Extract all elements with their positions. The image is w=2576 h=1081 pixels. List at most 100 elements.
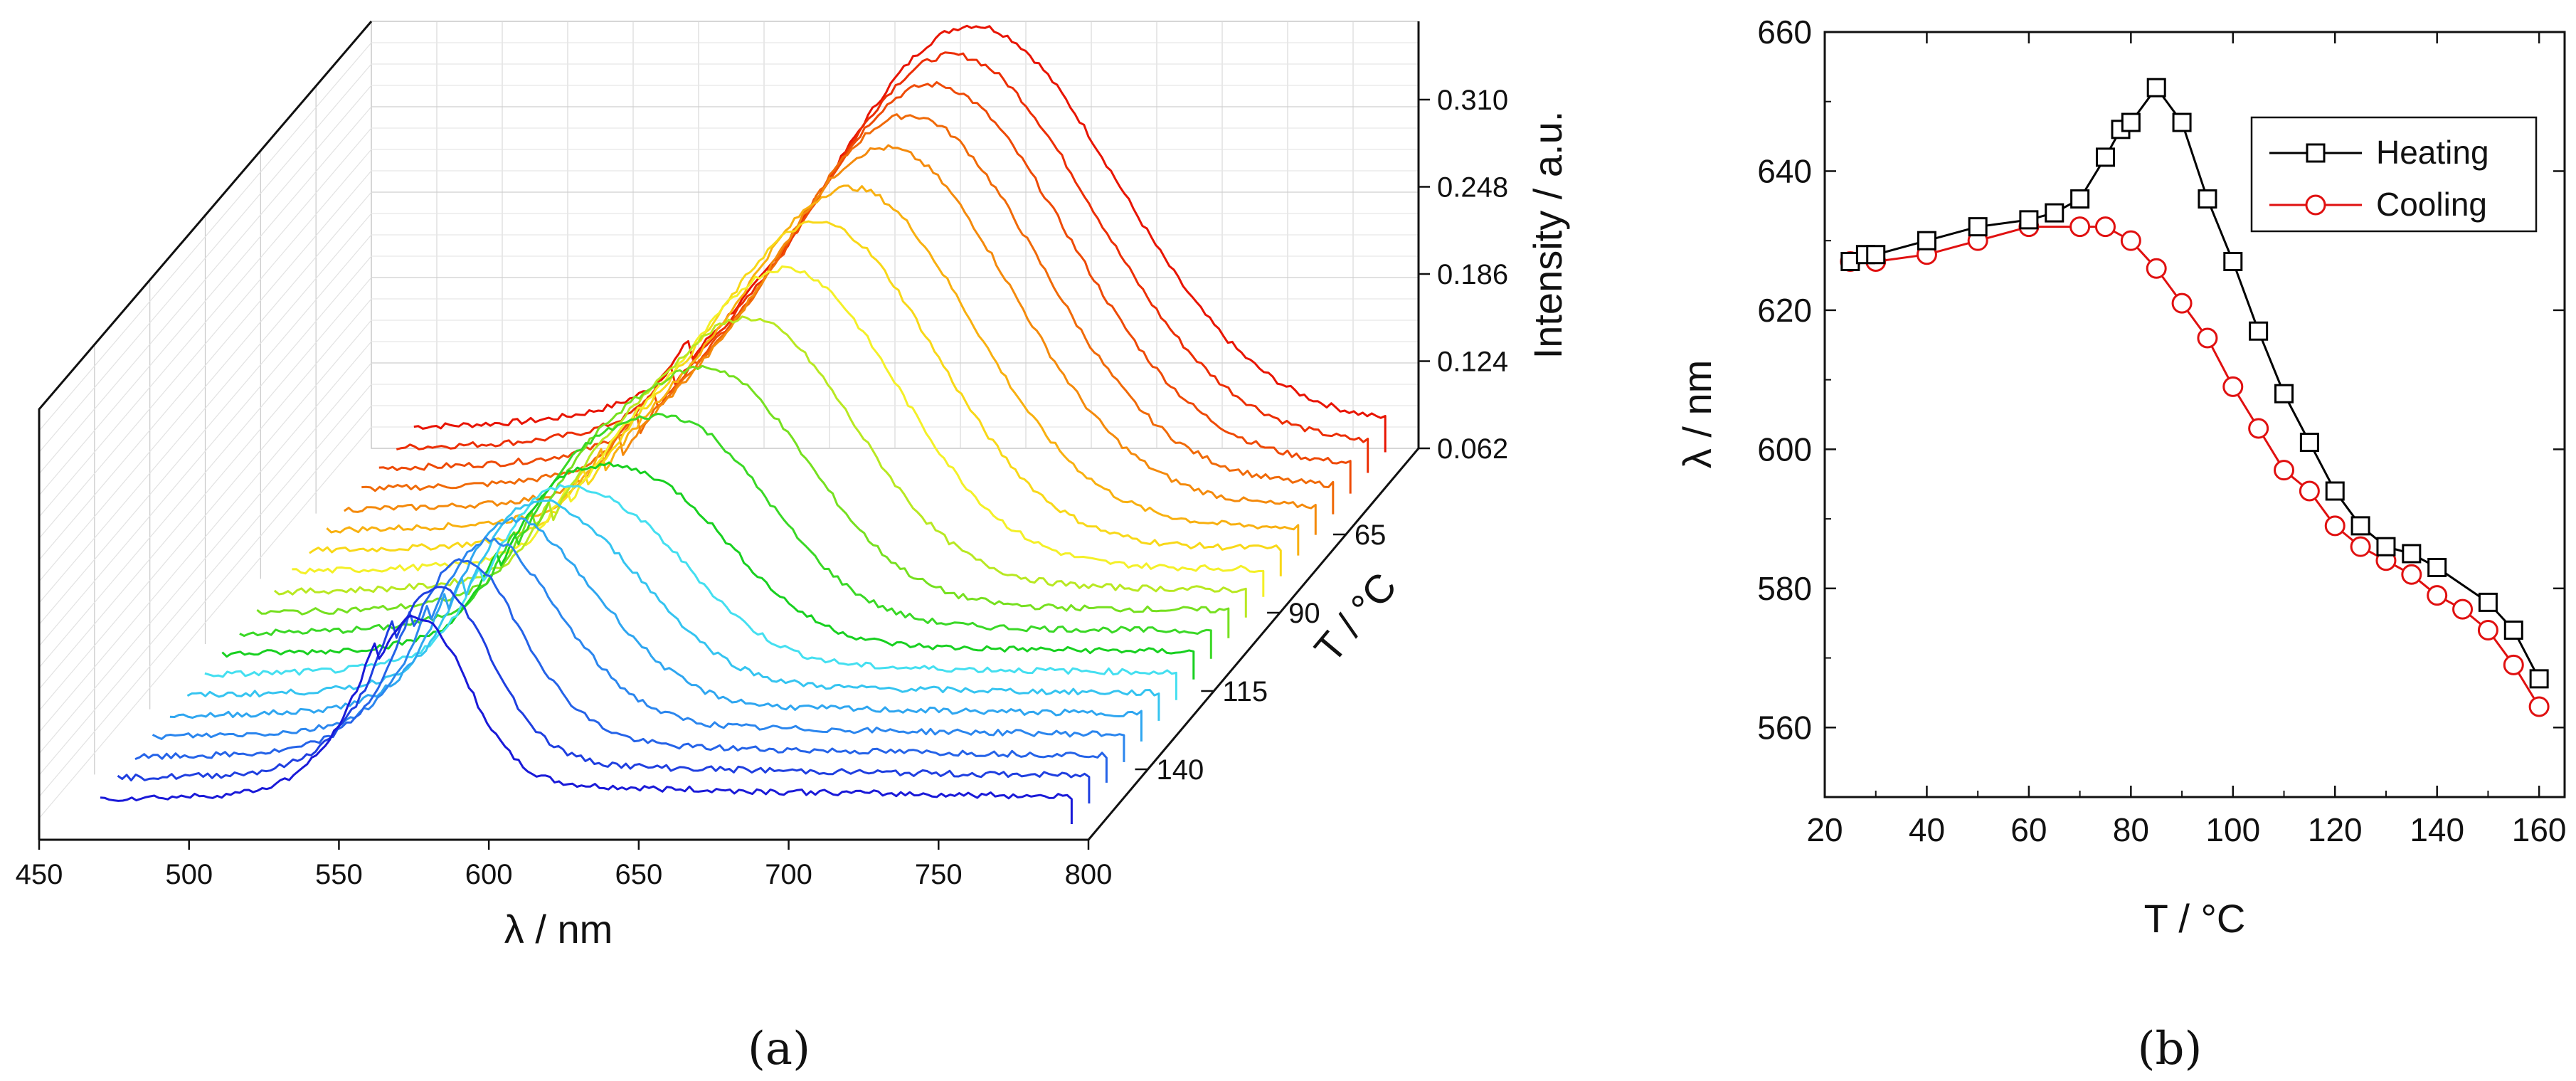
y-tick-label: 65 [1355, 520, 1387, 551]
left-grid-line [38, 277, 372, 668]
x-tick-label: 550 [315, 859, 363, 890]
cooling-point [2094, 216, 2116, 238]
x-axis-label: λ / nm [504, 907, 613, 951]
caption-b: (b) [2138, 1023, 2203, 1075]
heating-point [1968, 217, 1988, 237]
y-tick-label: 115 [1222, 676, 1268, 707]
cooling-point [2248, 418, 2269, 439]
b-x-tick-label: 120 [2308, 811, 2363, 848]
y-axis-line [1087, 448, 1420, 840]
y-axis-label: T / °C [1305, 564, 1405, 671]
left-grid-line [38, 127, 372, 517]
spectrum-line [117, 586, 1091, 803]
b-series [1840, 78, 2550, 717]
panel-a: 450 500 550 600 650 700 750 800 65 90 115 140 0.06… [16, 21, 1570, 1075]
heating-point [2070, 189, 2090, 209]
heating-point [2325, 481, 2345, 501]
spectrum-line [152, 536, 1125, 762]
left-grid-line [38, 384, 372, 776]
b-y-tick-label: 640 [1757, 152, 1812, 189]
spectrum-line [169, 517, 1143, 742]
y-tick-label: 90 [1288, 598, 1320, 629]
b-y-tick-label: 660 [1757, 14, 1812, 51]
heating-point [2019, 210, 2039, 230]
left-grid-line [38, 426, 372, 819]
b-y-tick-label: 600 [1757, 431, 1812, 468]
cooling-point [2197, 327, 2218, 349]
y-tick-label: 140 [1157, 754, 1204, 786]
heating-point [2274, 384, 2294, 404]
left-grid-line [38, 42, 372, 431]
z-tick-label: 0.248 [1437, 172, 1508, 204]
back-wall-grid [371, 21, 1419, 448]
x-tick-label: 800 [1065, 859, 1113, 890]
spectrum-line [309, 220, 1282, 576]
left-wall-outline [38, 21, 373, 840]
b-x-tick-label: 40 [1909, 811, 1945, 848]
b-y-tick-label: 620 [1757, 292, 1812, 329]
cooling-point [2120, 230, 2141, 251]
left-grid-line [38, 63, 372, 453]
heating-point [2529, 669, 2549, 689]
z-tick-label: 0.062 [1437, 433, 1508, 465]
heating-point [2198, 189, 2217, 209]
cooling-line [1850, 226, 2540, 707]
cooling-point [2503, 654, 2524, 675]
left-grid-line [38, 255, 372, 647]
cooling-point [2401, 564, 2422, 585]
z-axis-label: Intensity / a.u. [1525, 111, 1570, 359]
spectrum-line [361, 113, 1335, 515]
heating-point [2427, 558, 2447, 577]
spectrum-line [413, 24, 1387, 453]
cooling-point [2146, 258, 2167, 279]
left-grid-line [38, 405, 372, 797]
x-tick-label: 500 [165, 859, 213, 890]
left-grid-line [38, 234, 372, 625]
b-x-tick-label: 100 [2205, 811, 2260, 848]
heating-point [2503, 620, 2523, 640]
cooling-point [2528, 696, 2550, 717]
left-grid-line [38, 341, 372, 733]
left-grid-line [38, 298, 372, 690]
legend-cooling-marker [2305, 194, 2326, 216]
cooling-point [2069, 216, 2091, 238]
heating-point [1866, 245, 1886, 265]
cooling-point [2452, 598, 2474, 620]
spectrum-line [100, 614, 1073, 824]
left-grid-line [38, 170, 372, 561]
spectrum-line [326, 184, 1300, 556]
legend-cooling-label: Cooling [2376, 186, 2487, 223]
spectrum-line [273, 315, 1247, 618]
heating-point [2350, 516, 2370, 536]
legend-heating-marker [2306, 143, 2326, 163]
spectra-series [100, 24, 1387, 824]
heating-point [2299, 433, 2319, 453]
heating-point [2172, 112, 2192, 132]
x-tick-label: 750 [915, 859, 963, 890]
cooling-point [2350, 536, 2371, 557]
panel-b: 20 40 60 80 100 120 140 160 560 580 600 620 640 660 H… [1675, 14, 2567, 1075]
b-x-tick-label: 140 [2410, 811, 2464, 848]
heating-point [2095, 147, 2115, 167]
spectrum-line [204, 484, 1177, 700]
spectrum-line [378, 81, 1352, 494]
spectrum-line [186, 499, 1160, 721]
b-y-tick-label: 580 [1757, 570, 1812, 607]
cooling-point [2324, 515, 2346, 537]
x-tick-label: 600 [465, 859, 513, 890]
plot-area-frame [1823, 31, 2566, 798]
b-y-axis-label: λ / nm [1675, 360, 1719, 468]
z-tick-label: 0.124 [1437, 347, 1508, 378]
cooling-point [2427, 585, 2448, 606]
z-axis-ticks: 0.062 0.124 0.186 0.248 0.310 [1419, 85, 1508, 465]
heating-point [2249, 321, 2269, 341]
x-tick-label: 700 [765, 859, 812, 890]
b-x-tick-label: 160 [2512, 811, 2567, 848]
b-y-tick-label: 560 [1757, 709, 1812, 746]
z-tick-label: 0.310 [1437, 85, 1508, 116]
spectrum-line [239, 413, 1212, 659]
cooling-point [2299, 480, 2320, 502]
b-x-tick-label: 80 [2113, 811, 2149, 848]
left-grid-line [38, 85, 372, 475]
